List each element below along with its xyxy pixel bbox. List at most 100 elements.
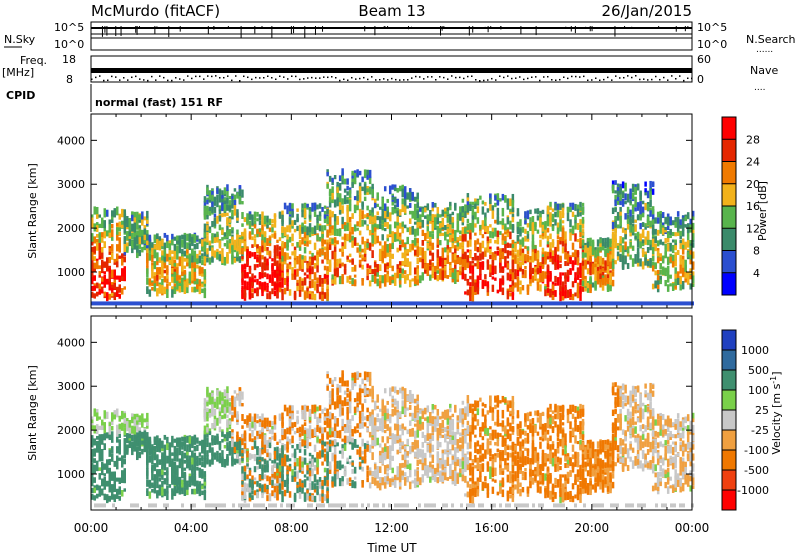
velocity-cell [138, 439, 142, 447]
power-cell [474, 223, 477, 228]
power-cell [546, 288, 550, 293]
velocity-cell [128, 433, 132, 441]
power-cell [659, 226, 662, 234]
power-cell [301, 222, 304, 228]
power-cell [233, 208, 237, 216]
power-cell [606, 261, 610, 270]
velocity-cell [148, 440, 152, 450]
power-cell [451, 233, 455, 239]
power-cell [619, 198, 622, 206]
velocity-cell [151, 444, 154, 453]
velocity-cell [108, 470, 111, 476]
power-ground-cell [610, 301, 613, 306]
power-cell [619, 186, 622, 195]
power-cell [118, 213, 121, 220]
power-cell [228, 224, 232, 228]
power-cell [524, 228, 527, 234]
velocity-cell [161, 455, 164, 463]
power-cell [421, 272, 425, 281]
power-cell [401, 198, 404, 205]
power-cell [684, 264, 687, 272]
power-cell [676, 217, 680, 224]
power-cell [331, 192, 334, 200]
power-cell [444, 225, 447, 231]
power-cell [93, 262, 96, 269]
velocity-cell [118, 433, 121, 438]
power-cell [96, 238, 99, 244]
power-cell [511, 193, 515, 203]
power-cell [146, 277, 149, 285]
power-cell [153, 249, 157, 259]
power-cell [566, 206, 570, 214]
power-cell [371, 269, 374, 274]
power-cell [313, 242, 317, 250]
power-cell [343, 242, 347, 249]
freq-dot [147, 79, 149, 82]
power-cell [551, 284, 555, 292]
power-cell [248, 211, 252, 215]
power-cell [439, 231, 442, 237]
freq-dot [547, 75, 549, 78]
freq-dot [619, 77, 621, 79]
power-cell [599, 279, 602, 288]
freq-dot [671, 75, 673, 77]
velocity-cell [161, 445, 164, 452]
power-cell [316, 283, 319, 292]
power-cell [313, 293, 317, 301]
power-cell [351, 241, 354, 247]
power-cell [631, 258, 635, 267]
power-cell [634, 224, 637, 232]
power-cell [238, 188, 242, 197]
power-cell [471, 274, 475, 282]
power-cell [116, 206, 119, 216]
power-cell [464, 210, 467, 218]
power-cell [298, 290, 302, 297]
power-cell [424, 256, 427, 264]
power-cell [261, 211, 264, 219]
power-cell [524, 220, 527, 224]
power-cell [248, 268, 252, 274]
power-cell [506, 229, 510, 234]
power-cell [271, 263, 274, 272]
power-cell [506, 217, 510, 225]
power-cell [509, 198, 512, 207]
power-cell [101, 219, 104, 229]
power-heatmap [91, 168, 695, 306]
power-cell [649, 244, 652, 251]
power-cell [529, 256, 532, 260]
power-cell [579, 279, 582, 286]
power-cell [684, 270, 687, 275]
power-cell [293, 228, 297, 233]
power-cell [489, 254, 492, 260]
power-ground-cell [181, 301, 184, 306]
power-cell [381, 224, 384, 231]
power-cell [313, 262, 317, 269]
power-cell [639, 214, 642, 221]
power-cell [256, 264, 259, 268]
power-cell [636, 259, 640, 267]
power-cell [156, 274, 159, 281]
power-cell [206, 205, 209, 210]
power-cell [366, 246, 369, 250]
power-cell [421, 208, 425, 218]
power-cell [151, 247, 154, 256]
velocity-cell [151, 484, 154, 488]
power-cell [671, 261, 675, 267]
power-cell [353, 264, 357, 272]
velocity-cell [91, 435, 94, 444]
power-cell [564, 231, 567, 240]
power-cell [571, 211, 575, 217]
power-cell [491, 276, 495, 280]
power-cell [248, 278, 252, 286]
power-cell [191, 273, 194, 281]
power-cell [531, 254, 535, 261]
power-cell [469, 287, 472, 295]
power-cell [519, 286, 522, 295]
power-cell [93, 223, 96, 232]
velocity-cell [91, 419, 94, 424]
velocity-cell [181, 441, 184, 450]
power-cell [101, 246, 104, 254]
power-cell [581, 266, 585, 273]
power-cell [216, 194, 219, 203]
power-cell [376, 211, 379, 216]
